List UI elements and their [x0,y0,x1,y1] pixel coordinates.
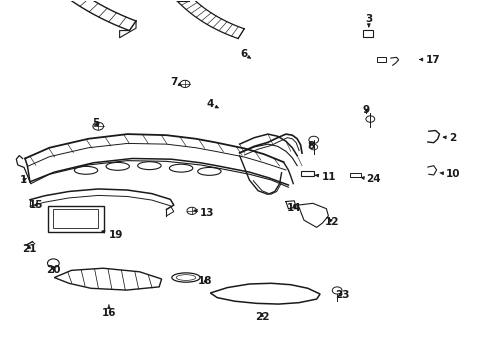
Text: 1: 1 [20,175,27,185]
Text: 15: 15 [29,200,43,210]
Text: 20: 20 [46,265,61,275]
Text: 11: 11 [315,172,335,182]
Text: 24: 24 [360,174,380,184]
Text: 21: 21 [22,244,37,254]
Text: 2: 2 [442,133,456,143]
Bar [349,173,360,177]
Text: 23: 23 [334,291,348,301]
Bar [47,206,103,231]
Text: 7: 7 [170,77,181,87]
Text: 9: 9 [362,105,369,116]
Text: 19: 19 [102,230,123,239]
Text: 16: 16 [102,305,116,318]
Text: 13: 13 [194,208,214,218]
Bar [300,171,314,176]
Text: 3: 3 [365,14,372,27]
Text: 17: 17 [419,54,440,64]
Text: 4: 4 [206,99,218,109]
Text: 18: 18 [198,276,212,286]
Text: 22: 22 [254,312,269,322]
Bar [53,209,98,228]
Text: 10: 10 [439,169,459,179]
Text: 14: 14 [286,203,301,213]
Polygon shape [54,268,161,290]
Text: 12: 12 [325,217,339,226]
Polygon shape [210,283,320,304]
Text: 5: 5 [92,118,100,128]
Text: 8: 8 [306,141,314,151]
Text: 6: 6 [240,49,250,59]
